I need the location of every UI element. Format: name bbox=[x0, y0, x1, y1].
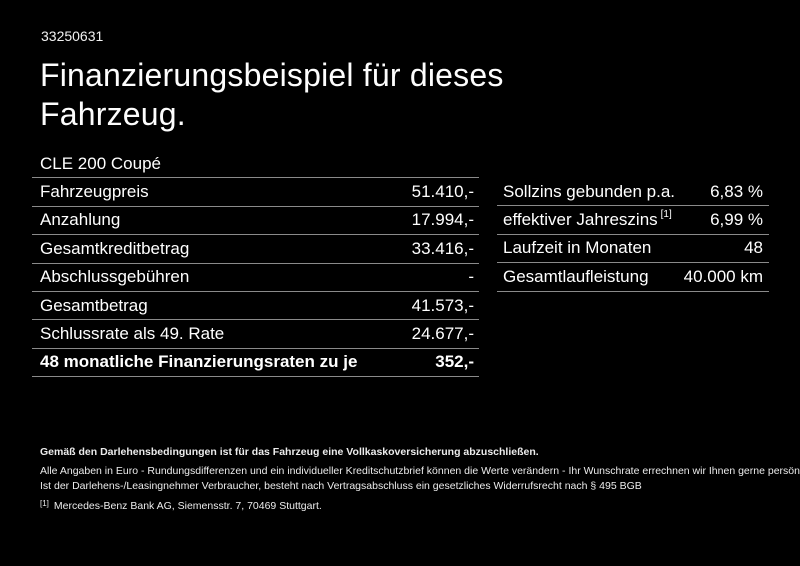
row-value: 6,99 % bbox=[710, 210, 763, 230]
page-title-line2: Fahrzeug. bbox=[40, 96, 186, 132]
vehicle-model-row: CLE 200 Coupé bbox=[32, 150, 479, 179]
table-row-total-amount: Gesamtbetrag 41.573,- bbox=[32, 292, 479, 321]
row-value: 51.410,- bbox=[411, 182, 474, 202]
table-row-monthly-rate: 48 monatliche Finanzierungsraten zu je 3… bbox=[32, 349, 479, 378]
footnote-reference: [1] bbox=[660, 209, 672, 221]
footnote-marker: [1] bbox=[40, 499, 49, 508]
table-row-vehicle-price: Fahrzeugpreis 51.410,- bbox=[32, 178, 479, 207]
table-row-closing-fees: Abschlussgebühren - bbox=[32, 264, 479, 292]
financing-table: CLE 200 Coupé Fahrzeugpreis 51.410,- Anz… bbox=[32, 150, 479, 378]
table-row-term-months: Laufzeit in Monaten 48 bbox=[497, 235, 769, 264]
row-label: Fahrzeugpreis bbox=[40, 182, 149, 202]
table-row-total-mileage: Gesamtlaufleistung 40.000 km bbox=[497, 263, 769, 292]
bank-footnote: [1] Mercedes-Benz Bank AG, Siemensstr. 7,… bbox=[40, 496, 785, 514]
row-label: Anzahlung bbox=[40, 210, 121, 230]
row-value: 33.416,- bbox=[411, 238, 474, 258]
row-label: Gesamtlaufleistung bbox=[503, 266, 649, 286]
row-label: 48 monatliche Finanzierungsraten zu je bbox=[40, 352, 358, 372]
table-row-final-rate: Schlussrate als 49. Rate 24.677,- bbox=[32, 320, 479, 349]
row-label: Gesamtbetrag bbox=[40, 295, 148, 315]
vehicle-model: CLE 200 Coupé bbox=[40, 153, 161, 173]
row-value: 41.573,- bbox=[411, 295, 474, 315]
table-row-down-payment: Anzahlung 17.994,- bbox=[32, 207, 479, 236]
table-row-effective-interest: effektiver Jahreszins [1] 6,99 % bbox=[497, 206, 769, 235]
note-line2: Ist der Darlehens-/Leasingnehmer Verbrau… bbox=[40, 480, 642, 492]
row-value: 352,- bbox=[435, 352, 474, 372]
table-row-nominal-interest: Sollzins gebunden p.a. 6,83 % bbox=[497, 178, 769, 207]
row-value: 48 bbox=[744, 238, 763, 258]
row-label-text: effektiver Jahreszins bbox=[503, 210, 658, 230]
insurance-note: Gemäß den Darlehensbedingungen ist für d… bbox=[40, 446, 539, 458]
row-value: 40.000 km bbox=[683, 266, 763, 286]
table-row-total-credit: Gesamtkreditbetrag 33.416,- bbox=[32, 235, 479, 264]
row-value: 6,83 % bbox=[710, 181, 763, 201]
conditions-table: Sollzins gebunden p.a. 6,83 % effektiver… bbox=[497, 178, 769, 292]
legal-notes: Gemäß den Darlehensbedingungen ist für d… bbox=[40, 445, 800, 514]
page-title-line1: Finanzierungsbeispiel für dieses bbox=[40, 57, 504, 93]
row-value: 17.994,- bbox=[411, 210, 474, 230]
row-label: Abschlussgebühren bbox=[40, 267, 190, 287]
row-value: 24.677,- bbox=[411, 324, 474, 344]
row-label: effektiver Jahreszins [1] bbox=[503, 210, 672, 230]
footnote-text: Mercedes-Benz Bank AG, Siemensstr. 7, 70… bbox=[53, 500, 322, 512]
row-label: Gesamtkreditbetrag bbox=[40, 238, 190, 258]
row-label: Sollzins gebunden p.a. bbox=[503, 181, 676, 201]
row-label: Schlussrate als 49. Rate bbox=[40, 324, 225, 344]
note-line1: Alle Angaben in Euro - Rundungsdifferenz… bbox=[40, 465, 800, 477]
row-label: Laufzeit in Monaten bbox=[503, 238, 652, 258]
offer-id: 33250631 bbox=[41, 28, 104, 44]
page-title: Finanzierungsbeispiel für dieses Fahrzeu… bbox=[40, 56, 504, 134]
row-value: - bbox=[468, 267, 474, 287]
